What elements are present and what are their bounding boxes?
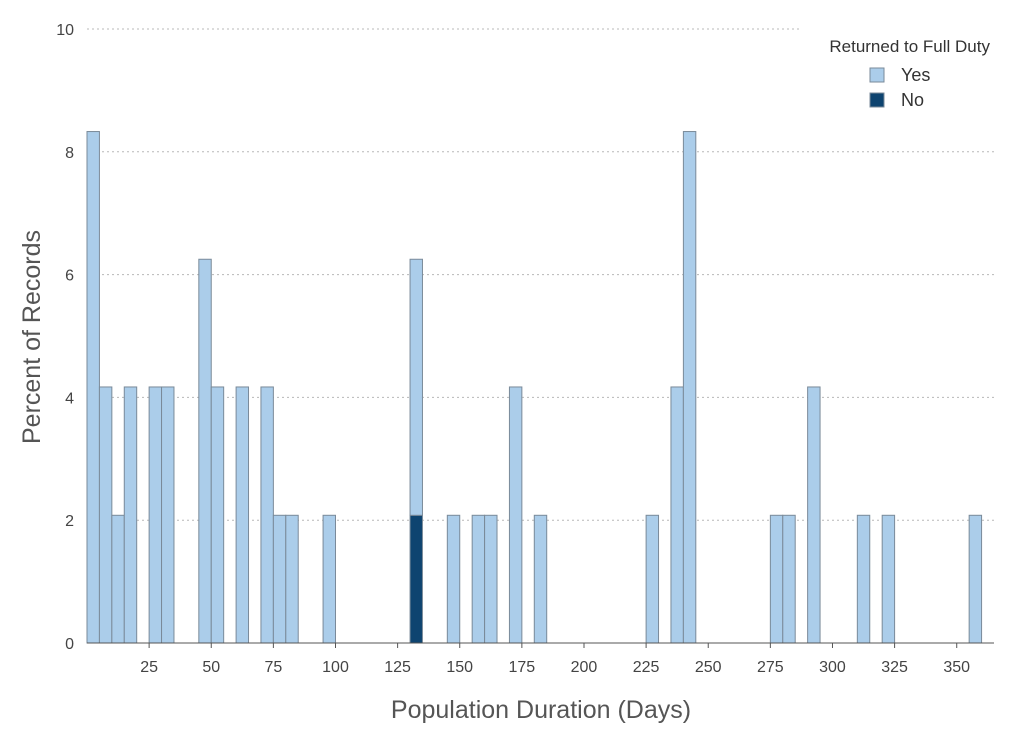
bar-yes-130 [409, 258, 423, 516]
bars [86, 131, 983, 644]
bar-yes-160 [484, 514, 498, 644]
bar-yes-240 [682, 131, 697, 644]
bar-yes-10 [111, 514, 125, 644]
bar-yes-180 [533, 514, 548, 644]
y-tick-label: 2 [65, 513, 74, 530]
bar-yes-355 [968, 514, 983, 644]
legend-label-no: No [901, 90, 924, 110]
bar-yes-0 [86, 131, 100, 644]
x-axis-title: Population Duration (Days) [391, 696, 691, 724]
x-tick-label: 275 [757, 659, 784, 676]
bar-yes-70 [260, 386, 274, 644]
x-tick-label: 225 [633, 659, 660, 676]
x-tick-label: 25 [140, 659, 158, 676]
bar-yes-5 [98, 386, 113, 644]
x-tick-label: 150 [446, 659, 473, 676]
bar-yes-15 [123, 386, 138, 644]
x-tick-label: 325 [881, 659, 908, 676]
bar-yes-225 [645, 514, 660, 644]
bar-yes-25 [148, 386, 163, 644]
bar-yes-155 [471, 514, 486, 644]
legend-swatch-yes [869, 67, 885, 83]
x-tick-label: 175 [509, 659, 536, 676]
x-tick-labels: 25 50 75 100 125 150 175 200 225 250 275 300 325 350 [140, 643, 970, 676]
y-tick-label: 6 [65, 268, 74, 285]
x-tick-label: 300 [819, 659, 846, 676]
y-tick-label: 4 [65, 390, 74, 407]
bar-no-130 [409, 514, 423, 644]
x-tick-label: 200 [571, 659, 598, 676]
bar-yes-320 [881, 514, 896, 644]
y-tick-label: 0 [65, 636, 74, 653]
legend-label-yes: Yes [901, 65, 930, 85]
bar-yes-30 [161, 386, 175, 644]
bar-yes-50 [210, 386, 225, 644]
bar-yes-310 [856, 514, 871, 644]
bar-yes-75 [272, 514, 287, 644]
bar-yes-280 [782, 514, 796, 644]
bar-yes-170 [508, 386, 523, 644]
legend-swatch-no [869, 92, 885, 108]
bar-yes-80 [285, 514, 299, 644]
bar-yes-95 [322, 514, 336, 644]
bar-yes-60 [235, 386, 250, 644]
bar-yes-290 [807, 386, 821, 644]
y-tick-labels: 0 2 4 6 8 10 [56, 22, 74, 653]
bar-yes-235 [670, 386, 684, 644]
y-axis-title: Percent of Records [18, 230, 46, 444]
x-tick-label: 100 [322, 659, 349, 676]
y-tick-label: 10 [56, 22, 74, 39]
x-tick-label: 50 [202, 659, 220, 676]
bar-yes-145 [446, 514, 461, 644]
x-tick-label: 75 [264, 659, 282, 676]
legend: Returned to Full Duty Yes No [829, 37, 990, 110]
bar-yes-45 [198, 258, 212, 644]
x-tick-label: 125 [384, 659, 411, 676]
legend-title: Returned to Full Duty [829, 37, 990, 56]
bar-yes-275 [769, 514, 784, 644]
y-tick-label: 8 [65, 145, 74, 162]
x-tick-label: 350 [943, 659, 970, 676]
x-tick-label: 250 [695, 659, 722, 676]
